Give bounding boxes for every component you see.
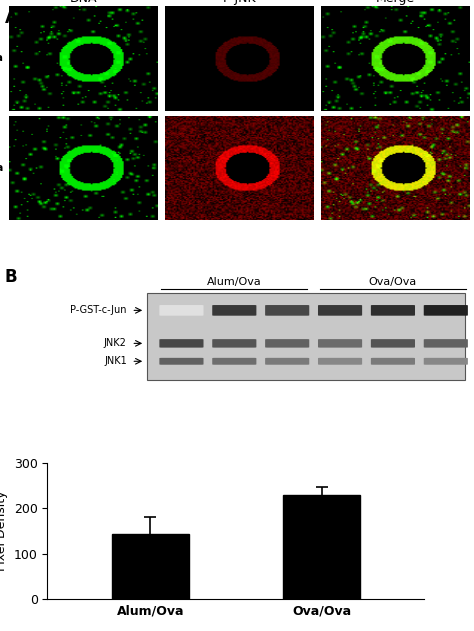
FancyBboxPatch shape (318, 305, 362, 316)
FancyBboxPatch shape (371, 339, 415, 348)
Y-axis label: Pixel Density: Pixel Density (0, 491, 8, 571)
Y-axis label: Alum/Ova: Alum/Ova (0, 54, 4, 64)
Text: P-GST-c-Jun: P-GST-c-Jun (70, 305, 127, 316)
FancyBboxPatch shape (265, 358, 309, 365)
Title: Merge: Merge (375, 0, 415, 5)
FancyBboxPatch shape (265, 305, 309, 316)
Text: Ova/Ova: Ova/Ova (369, 277, 417, 287)
FancyBboxPatch shape (159, 339, 203, 348)
FancyBboxPatch shape (212, 358, 256, 365)
Text: JNK1: JNK1 (104, 357, 127, 366)
FancyBboxPatch shape (265, 339, 309, 348)
FancyBboxPatch shape (318, 339, 362, 348)
Title: DNA: DNA (70, 0, 97, 5)
FancyBboxPatch shape (159, 358, 203, 365)
FancyBboxPatch shape (318, 358, 362, 365)
FancyBboxPatch shape (424, 305, 468, 316)
FancyBboxPatch shape (424, 339, 468, 348)
FancyBboxPatch shape (159, 305, 203, 316)
Bar (112, 534, 189, 599)
Bar (283, 495, 360, 599)
FancyBboxPatch shape (212, 305, 256, 316)
Title: P-JNK: P-JNK (223, 0, 256, 5)
FancyBboxPatch shape (212, 339, 256, 348)
Text: B: B (5, 268, 18, 286)
Y-axis label: Ova/Ova: Ova/Ova (0, 163, 4, 173)
FancyBboxPatch shape (371, 358, 415, 365)
FancyBboxPatch shape (147, 293, 465, 380)
Text: JNK2: JNK2 (104, 338, 127, 348)
Text: A: A (5, 9, 18, 28)
FancyBboxPatch shape (424, 358, 468, 365)
FancyBboxPatch shape (371, 305, 415, 316)
Text: Alum/Ova: Alum/Ova (207, 277, 262, 287)
